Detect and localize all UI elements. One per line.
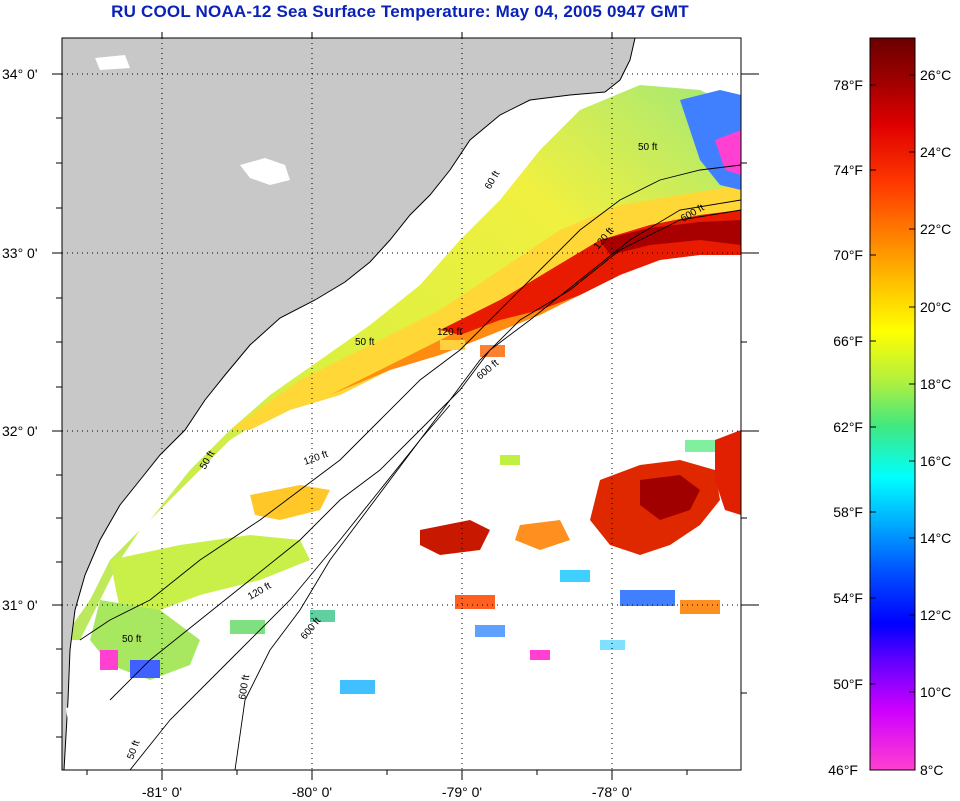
celsius-label: 24°C <box>920 144 951 160</box>
colorbar-ticks <box>870 74 915 693</box>
celsius-label: 10°C <box>920 684 951 700</box>
colorbar-celsius-labels: 26°C 24°C 22°C 20°C 18°C 16°C 14°C 12°C … <box>920 67 951 778</box>
offshore-patch-mid-2 <box>515 520 570 550</box>
cloud-over-land-3 <box>66 705 82 722</box>
celsius-label: 14°C <box>920 530 951 546</box>
fahrenheit-label: 62°F <box>833 419 863 435</box>
celsius-label: 8°C <box>920 762 944 778</box>
celsius-label: 18°C <box>920 376 951 392</box>
lat-label-34: 34° 0' <box>2 66 38 82</box>
fahrenheit-label: 50°F <box>833 676 863 692</box>
fahrenheit-label: 74°F <box>833 162 863 178</box>
colorbar-ramp <box>869 37 916 771</box>
offshore-warm-eddy-core <box>640 475 700 520</box>
fahrenheit-label: 54°F <box>833 590 863 606</box>
fahrenheit-label: 78°F <box>833 77 863 93</box>
temperature-colorbar: 78°F 74°F 70°F 66°F 62°F 58°F 54°F 50°F … <box>828 37 951 778</box>
lat-lon-grid <box>62 38 741 770</box>
offshore-patch-mid <box>420 520 490 555</box>
land-mass <box>62 38 635 770</box>
axis-ticks <box>52 32 759 780</box>
lon-label-80: -80° 0' <box>292 784 332 800</box>
coastline <box>63 38 636 770</box>
lon-label-78: -78° 0' <box>592 784 632 800</box>
contour-label: 50 ft <box>638 142 658 153</box>
cold-northeast-magenta <box>715 130 741 175</box>
lat-label-33: 33° 0' <box>2 245 38 261</box>
offshore-patch-east <box>715 430 741 515</box>
contour-label: 50 ft <box>355 337 375 348</box>
lon-label-81: -81° 0' <box>142 784 182 800</box>
celsius-label: 16°C <box>920 453 951 469</box>
lat-label-32: 32° 0' <box>2 423 38 439</box>
fahrenheit-label: 58°F <box>833 504 863 520</box>
cloud-over-land <box>240 158 290 185</box>
lat-label-31: 31° 0' <box>2 597 38 613</box>
latitude-labels: 34° 0' 33° 0' 32° 0' 31° 0' <box>2 66 38 613</box>
map-frame <box>61 37 742 771</box>
contour-label: 600 ft <box>237 674 252 701</box>
celsius-label: 12°C <box>920 607 951 623</box>
shelf-patch-south <box>110 535 310 610</box>
contour-label: 50 ft <box>122 634 142 645</box>
celsius-label: 22°C <box>920 221 951 237</box>
lon-label-79: -79° 0' <box>442 784 482 800</box>
map-area: 60 ft 50 ft 120 ft 600 ft 50 ft 120 ft 5… <box>62 38 741 770</box>
longitude-labels: -81° 0' -80° 0' -79° 0' -78° 0' <box>142 784 632 800</box>
offshore-scatter <box>100 340 720 694</box>
fahrenheit-label: 66°F <box>833 333 863 349</box>
fahrenheit-label: 70°F <box>833 247 863 263</box>
map-title: RU COOL NOAA-12 Sea Surface Temperature:… <box>111 2 689 21</box>
celsius-label: 20°C <box>920 299 951 315</box>
bathymetry-contours <box>79 164 741 770</box>
fahrenheit-label: 46°F <box>828 762 858 778</box>
colorbar-fahrenheit-labels: 78°F 74°F 70°F 66°F 62°F 58°F 54°F 50°F … <box>828 77 863 778</box>
shelf-water <box>62 85 741 640</box>
gulf-stream-dark <box>600 220 741 255</box>
celsius-label: 26°C <box>920 67 951 83</box>
warm-patch-south <box>250 485 330 520</box>
contour-label: 120 ft <box>437 327 462 338</box>
cloud-over-land-2 <box>95 55 130 70</box>
